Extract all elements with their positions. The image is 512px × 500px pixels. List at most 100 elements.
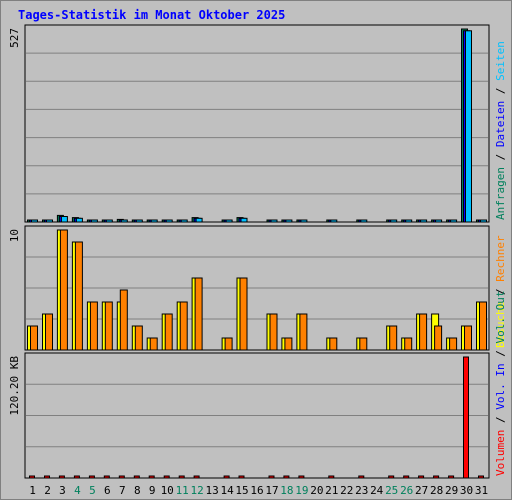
legend-entry: Besuche xyxy=(494,302,507,348)
volume-bar-volumen xyxy=(268,475,275,479)
requests-bar-seiten xyxy=(390,219,398,223)
legend-entry: Rechner xyxy=(494,235,507,282)
legend-separator: / xyxy=(494,410,507,430)
x-tick-label: 14 xyxy=(220,484,234,497)
x-tick-label: 26 xyxy=(400,484,413,497)
x-tick-label: 7 xyxy=(119,484,126,497)
requests-ymax-label: 527 xyxy=(8,28,21,48)
legend-separator: / xyxy=(494,81,507,101)
volume-bar-volumen xyxy=(103,475,110,479)
x-tick-label: 25 xyxy=(385,484,398,497)
volume-bar-volumen xyxy=(193,475,200,479)
requests-bar-seiten xyxy=(285,219,293,223)
volume-legend: Volumen / Vol. In / Vol. Out xyxy=(494,291,507,476)
volume-bar-volumen xyxy=(44,475,50,479)
x-tick-label: 28 xyxy=(430,484,443,497)
visits-bar-rechner xyxy=(119,289,128,351)
volume-bar-volumen xyxy=(88,475,95,479)
visits-bar-rechner xyxy=(89,301,98,351)
volume-bar-volumen xyxy=(118,475,125,479)
requests-bar-seiten xyxy=(75,217,83,223)
visits-bar-rechner xyxy=(464,325,472,351)
requests-bar-seiten xyxy=(405,219,413,223)
x-tick-label: 17 xyxy=(265,484,278,497)
legend-separator: / xyxy=(494,344,507,364)
requests-bar-seiten xyxy=(31,219,38,223)
visits-bar-rechner xyxy=(164,313,173,351)
volume-bar-volumen xyxy=(238,475,245,479)
x-tick-label: 23 xyxy=(355,484,368,497)
legend-entry: Seiten xyxy=(494,41,507,81)
visits-bar-rechner xyxy=(149,337,158,351)
visits-bar-rechner xyxy=(449,337,458,351)
legend-entry: Vol. In xyxy=(494,363,507,409)
x-tick-label: 16 xyxy=(250,484,263,497)
x-tick-label: 15 xyxy=(235,484,248,497)
volume-bar-volumen xyxy=(478,475,484,479)
legend-entry: Dateien xyxy=(494,101,507,147)
volume-bar-volumen xyxy=(29,475,35,479)
visits-bar-rechner xyxy=(134,325,143,351)
legend-separator: / xyxy=(494,282,507,302)
volume-bar-volumen xyxy=(328,475,335,479)
visits-bar-rechner xyxy=(45,313,53,351)
visits-bar-rechner xyxy=(404,337,413,351)
volume-bar-volumen xyxy=(358,475,365,479)
x-tick-label: 29 xyxy=(445,484,458,497)
volume-bar-volumen xyxy=(58,475,65,479)
visits-bar-rechner xyxy=(359,337,368,351)
x-tick-label: 21 xyxy=(325,484,338,497)
x-tick-label: 5 xyxy=(89,484,96,497)
volume-bar-volumen xyxy=(418,475,425,479)
requests-bar-seiten xyxy=(46,219,53,223)
volume-bar-volumen xyxy=(403,475,410,479)
volume-bar-volumen xyxy=(178,475,185,479)
x-tick-label: 13 xyxy=(205,484,218,497)
requests-bar-seiten xyxy=(360,219,368,223)
requests-bar-seiten xyxy=(435,219,443,223)
requests-bar-seiten xyxy=(195,217,203,223)
volume-bar-volumen xyxy=(298,475,305,479)
volume-bar-volumen xyxy=(448,475,455,479)
visits-ymax-label: 10 xyxy=(8,229,21,242)
requests-bar-seiten xyxy=(150,219,158,223)
volume-bar-volumen xyxy=(388,475,395,479)
volume-bar-volumen xyxy=(433,475,440,479)
visits-bar-rechner xyxy=(30,325,38,351)
chart-title: Tages-Statistik im Monat Oktober 2025 xyxy=(18,8,285,22)
x-tick-label: 2 xyxy=(44,484,51,497)
visits-legend: Besuche / Rechner xyxy=(494,235,507,348)
visits-bar-rechner xyxy=(269,313,278,351)
x-tick-label: 19 xyxy=(295,484,308,497)
x-tick-label: 9 xyxy=(149,484,156,497)
x-tick-label: 3 xyxy=(59,484,66,497)
requests-plot-area xyxy=(24,24,490,223)
volume-bar-volumen xyxy=(223,475,230,479)
x-tick-label: 31 xyxy=(475,484,488,497)
visits-bar-rechner xyxy=(239,277,248,351)
requests-bar-seiten xyxy=(300,219,308,223)
visits-bar-rechner xyxy=(389,325,398,351)
requests-bar-seiten xyxy=(270,219,278,223)
visits-bar-rechner xyxy=(419,313,428,351)
requests-bar-seiten xyxy=(450,219,458,223)
legend-entry: Volumen xyxy=(494,430,507,476)
visits-bar-rechner xyxy=(479,301,487,351)
x-tick-label: 27 xyxy=(415,484,428,497)
requests-bar-seiten xyxy=(225,219,233,223)
requests-bar-seiten xyxy=(480,219,487,223)
legend-entry: Vol. Out xyxy=(494,291,507,344)
visits-bar-rechner xyxy=(284,337,293,351)
volume-ymax-label: 120.20 KB xyxy=(8,356,21,416)
visits-bar-rechner xyxy=(74,241,83,351)
requests-bar-seiten xyxy=(90,219,98,223)
requests-bar-seiten xyxy=(180,219,188,223)
x-tick-label: 18 xyxy=(280,484,293,497)
x-tick-label: 12 xyxy=(190,484,203,497)
x-tick-label: 1 xyxy=(29,484,36,497)
visits-bar-rechner xyxy=(224,337,233,351)
volume-bar-volumen xyxy=(283,475,290,479)
requests-bar-seiten xyxy=(105,219,113,223)
